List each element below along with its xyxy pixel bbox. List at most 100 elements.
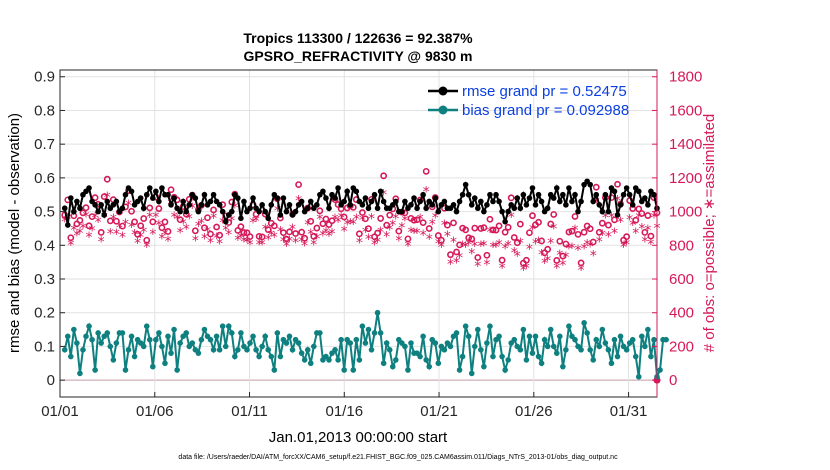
rmse-point	[502, 218, 508, 225]
data-file-footnote: data file: /Users/raeder/DAI/ATM_forcXX/…	[178, 454, 618, 461]
rmse-point	[259, 202, 265, 208]
obs-possible-marker	[498, 256, 506, 264]
bias-point	[611, 336, 618, 343]
rmse-point	[332, 195, 338, 201]
rmse-point	[323, 195, 329, 201]
rmse-point	[526, 195, 533, 201]
obs-possible-marker	[79, 209, 87, 217]
obs-assimilated-marker: *	[86, 230, 93, 246]
bias-point	[338, 336, 344, 343]
obs-assimilated-marker: *	[344, 218, 351, 234]
bias-point	[92, 367, 98, 373]
obs-possible-marker	[91, 194, 99, 202]
rmse-point	[517, 205, 524, 212]
rmse-point	[620, 191, 627, 198]
rmse-point	[228, 208, 235, 215]
obs-possible-marker	[316, 207, 324, 215]
obs-assimilated-marker: *	[82, 210, 89, 226]
rmse-point	[605, 208, 612, 215]
obs-possible-marker	[237, 223, 245, 231]
bias-point	[259, 343, 265, 350]
obs-assimilated-marker: *	[329, 227, 336, 243]
bias-point	[77, 370, 83, 377]
obs-possible-marker	[598, 219, 606, 227]
bias-point	[635, 373, 642, 380]
obs-possible-marker	[161, 218, 169, 226]
rmse-point	[74, 198, 80, 205]
bias-point	[645, 326, 651, 333]
obs-possible-marker	[565, 228, 573, 236]
obs-assimilated-marker: *	[602, 210, 609, 226]
bias-point	[432, 340, 439, 346]
rmse-point	[207, 198, 214, 205]
bias-point	[368, 347, 375, 353]
bias-point	[386, 347, 393, 353]
bias-point	[541, 336, 548, 343]
bias-point	[122, 367, 129, 373]
obs-assimilated-marker: *	[480, 239, 487, 255]
obs-possible-marker	[559, 252, 567, 260]
rmse-point	[168, 202, 174, 208]
obs-possible-marker	[328, 217, 336, 225]
bias-point	[547, 326, 554, 333]
obs-assimilated-marker: *	[289, 222, 296, 238]
x-tick-label: 01/31	[610, 403, 648, 420]
rmse-point	[177, 208, 183, 215]
rmse-point	[626, 191, 633, 198]
bias-point	[663, 336, 669, 343]
obs-possible-marker	[586, 225, 594, 233]
obs-possible-marker	[444, 221, 451, 229]
obs-possible-marker	[240, 229, 248, 236]
rmse-point	[371, 191, 378, 198]
obs-assimilated-marker: *	[508, 210, 515, 226]
obs-assimilated-marker: *	[483, 258, 490, 274]
obs-assimilated-marker: *	[271, 230, 278, 246]
bias-point	[213, 333, 220, 340]
obs-assimilated-marker: *	[165, 234, 172, 250]
obs-assimilated-marker: *	[371, 238, 378, 254]
rmse-point	[596, 202, 603, 208]
rmse-point	[593, 191, 600, 198]
bias-point	[143, 323, 150, 330]
obs-assimilated-marker: *	[383, 230, 390, 246]
obs-assimilated-marker: *	[316, 212, 323, 228]
obs-possible-marker	[377, 215, 385, 222]
obs-possible-marker	[76, 216, 84, 224]
bias-point	[526, 333, 533, 340]
rmse-point	[645, 202, 651, 208]
y-left-tick-label: 0.8	[34, 102, 55, 119]
obs-possible-marker	[647, 232, 655, 240]
obs-possible-marker	[258, 233, 266, 241]
obs-assimilated-marker: *	[389, 218, 396, 234]
obs-assimilated-marker: *	[584, 237, 591, 253]
obs-assimilated-marker: *	[237, 231, 244, 247]
obs-assimilated-marker: *	[499, 261, 506, 277]
obs-assimilated-marker: *	[204, 224, 211, 240]
obs-assimilated-marker: *	[304, 218, 311, 234]
obs-possible-marker	[264, 226, 272, 234]
bias-point	[332, 347, 338, 353]
bias-point	[107, 343, 114, 350]
obs-assimilated-marker: *	[116, 220, 123, 236]
obs-assimilated-marker: *	[538, 248, 545, 264]
obs-assimilated-marker: *	[505, 238, 512, 254]
obs-assimilated-marker: *	[565, 242, 572, 258]
chart-subtitle: GPSRO_REFRACTIVITY @ 9830 m	[244, 48, 473, 64]
obs-assimilated-marker: *	[644, 223, 651, 239]
obs-possible-marker	[119, 222, 126, 230]
obs-assimilated-marker: *	[511, 245, 518, 261]
y-left-tick-label: 0.1	[34, 338, 55, 355]
rmse-point	[153, 188, 159, 195]
bias-point	[499, 353, 505, 360]
obs-possible-marker	[176, 216, 184, 224]
obs-assimilated-marker: *	[95, 215, 102, 231]
rmse-point	[365, 205, 372, 212]
obs-assimilated-marker: *	[553, 261, 560, 277]
obs-assimilated-marker: *	[650, 210, 657, 226]
obs-assimilated-marker: *	[286, 234, 293, 250]
obs-assimilated-marker: *	[568, 241, 575, 257]
obs-assimilated-marker: *	[605, 230, 612, 246]
bias-point	[532, 333, 539, 340]
obs-assimilated-marker: *	[177, 226, 184, 242]
obs-possible-marker	[340, 213, 348, 221]
